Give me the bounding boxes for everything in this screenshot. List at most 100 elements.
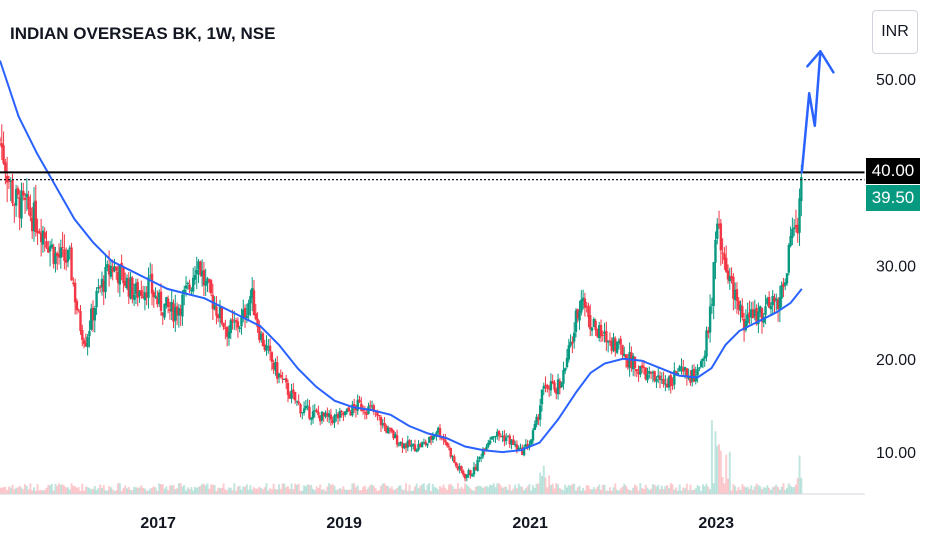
volume-bar <box>199 485 202 494</box>
volume-bar <box>464 483 467 494</box>
candle-body <box>77 309 80 311</box>
candle-body <box>553 382 556 390</box>
volume-bar <box>68 489 71 494</box>
volume-bar <box>242 486 245 494</box>
candle-body <box>29 207 32 217</box>
candle-body <box>757 311 760 325</box>
candle-body <box>712 262 715 306</box>
volume-bar <box>152 486 155 494</box>
volume-bar <box>374 488 377 494</box>
volume-bar <box>566 487 569 494</box>
volume-bar <box>90 489 93 494</box>
candle-body <box>476 459 479 471</box>
volume-bar <box>560 489 563 494</box>
projection-arrow[interactable] <box>800 50 822 174</box>
volume-bar <box>585 485 588 494</box>
volume-bar <box>578 485 581 494</box>
candle-body <box>488 440 492 444</box>
volume-bar <box>562 490 565 494</box>
volume-bar <box>63 485 66 494</box>
candle-body <box>352 403 356 407</box>
candle-body <box>649 371 653 374</box>
candle-body <box>515 444 519 451</box>
candle-body <box>778 297 782 310</box>
candle-body <box>265 345 268 351</box>
candle-body <box>562 370 565 384</box>
volume-bar <box>172 484 175 494</box>
candle-body <box>331 420 334 423</box>
volume-bar <box>245 484 248 494</box>
candle-body <box>401 442 404 448</box>
volume-bar <box>365 489 368 494</box>
candle-body <box>358 399 361 403</box>
candle-body <box>322 412 325 417</box>
candle-body <box>284 378 288 383</box>
candle-body <box>329 414 333 420</box>
volume-bar <box>608 487 611 494</box>
volume-bar <box>437 489 440 494</box>
volume-bar <box>111 489 114 494</box>
volume-bar <box>596 486 599 494</box>
volume-bar <box>278 484 281 494</box>
candle-body <box>104 266 107 293</box>
candle-body <box>753 309 757 317</box>
candle-body <box>127 279 130 297</box>
volume-bar <box>151 487 154 494</box>
volume-bar <box>222 483 225 494</box>
candle-body <box>451 456 454 458</box>
candle-body <box>519 447 522 449</box>
volume-bar <box>27 489 30 494</box>
candle-body <box>642 366 646 368</box>
candle-body <box>356 399 359 411</box>
volume-bar <box>351 483 354 494</box>
candle-body <box>599 324 603 337</box>
volume-bar <box>168 485 171 494</box>
volume-bar <box>660 485 663 494</box>
volume-bar <box>362 486 365 494</box>
candle-body <box>533 423 537 430</box>
candle-body <box>143 292 147 301</box>
volume-bar <box>227 487 230 494</box>
volume-bar <box>773 486 776 494</box>
volume-bar <box>471 490 474 494</box>
volume-bar <box>394 489 397 494</box>
volume-bar <box>292 489 295 494</box>
volume-bar <box>599 490 602 494</box>
candle-body <box>424 441 427 445</box>
volume-bar <box>231 490 234 494</box>
candle-body <box>138 291 141 297</box>
candle-body <box>64 259 68 263</box>
candle-body <box>524 443 528 448</box>
volume-bar <box>337 489 340 494</box>
candle-body <box>624 354 628 359</box>
x-axis-ticks: 2017 2019 2021 2023 <box>140 515 734 532</box>
volume-bar <box>796 477 799 494</box>
volume-bar <box>279 488 282 494</box>
volume-bar <box>354 487 357 494</box>
candle-body <box>691 369 694 382</box>
volume-bar <box>387 486 390 494</box>
volume-bar <box>489 484 492 494</box>
currency-button[interactable]: INR <box>872 10 918 54</box>
candle-body <box>408 440 411 447</box>
candle-body <box>537 417 540 421</box>
volume-bar <box>270 489 273 494</box>
candle-body <box>54 252 57 265</box>
volume-bar <box>179 483 182 494</box>
volume-bar <box>505 486 508 494</box>
volume-bar <box>523 490 526 494</box>
candle-body <box>220 307 223 324</box>
candle-body <box>542 386 545 389</box>
candle-body <box>594 320 597 331</box>
candle-body <box>295 400 299 402</box>
volume-bar <box>777 486 780 494</box>
candle-body <box>45 241 48 248</box>
volume-bar <box>551 483 554 494</box>
volume-bar <box>621 486 624 494</box>
candle-body <box>306 405 309 407</box>
volume-bar <box>455 488 458 494</box>
candle-body <box>462 470 465 475</box>
candle-body <box>107 264 111 275</box>
candle-body <box>445 442 449 446</box>
candle-body <box>204 280 207 286</box>
